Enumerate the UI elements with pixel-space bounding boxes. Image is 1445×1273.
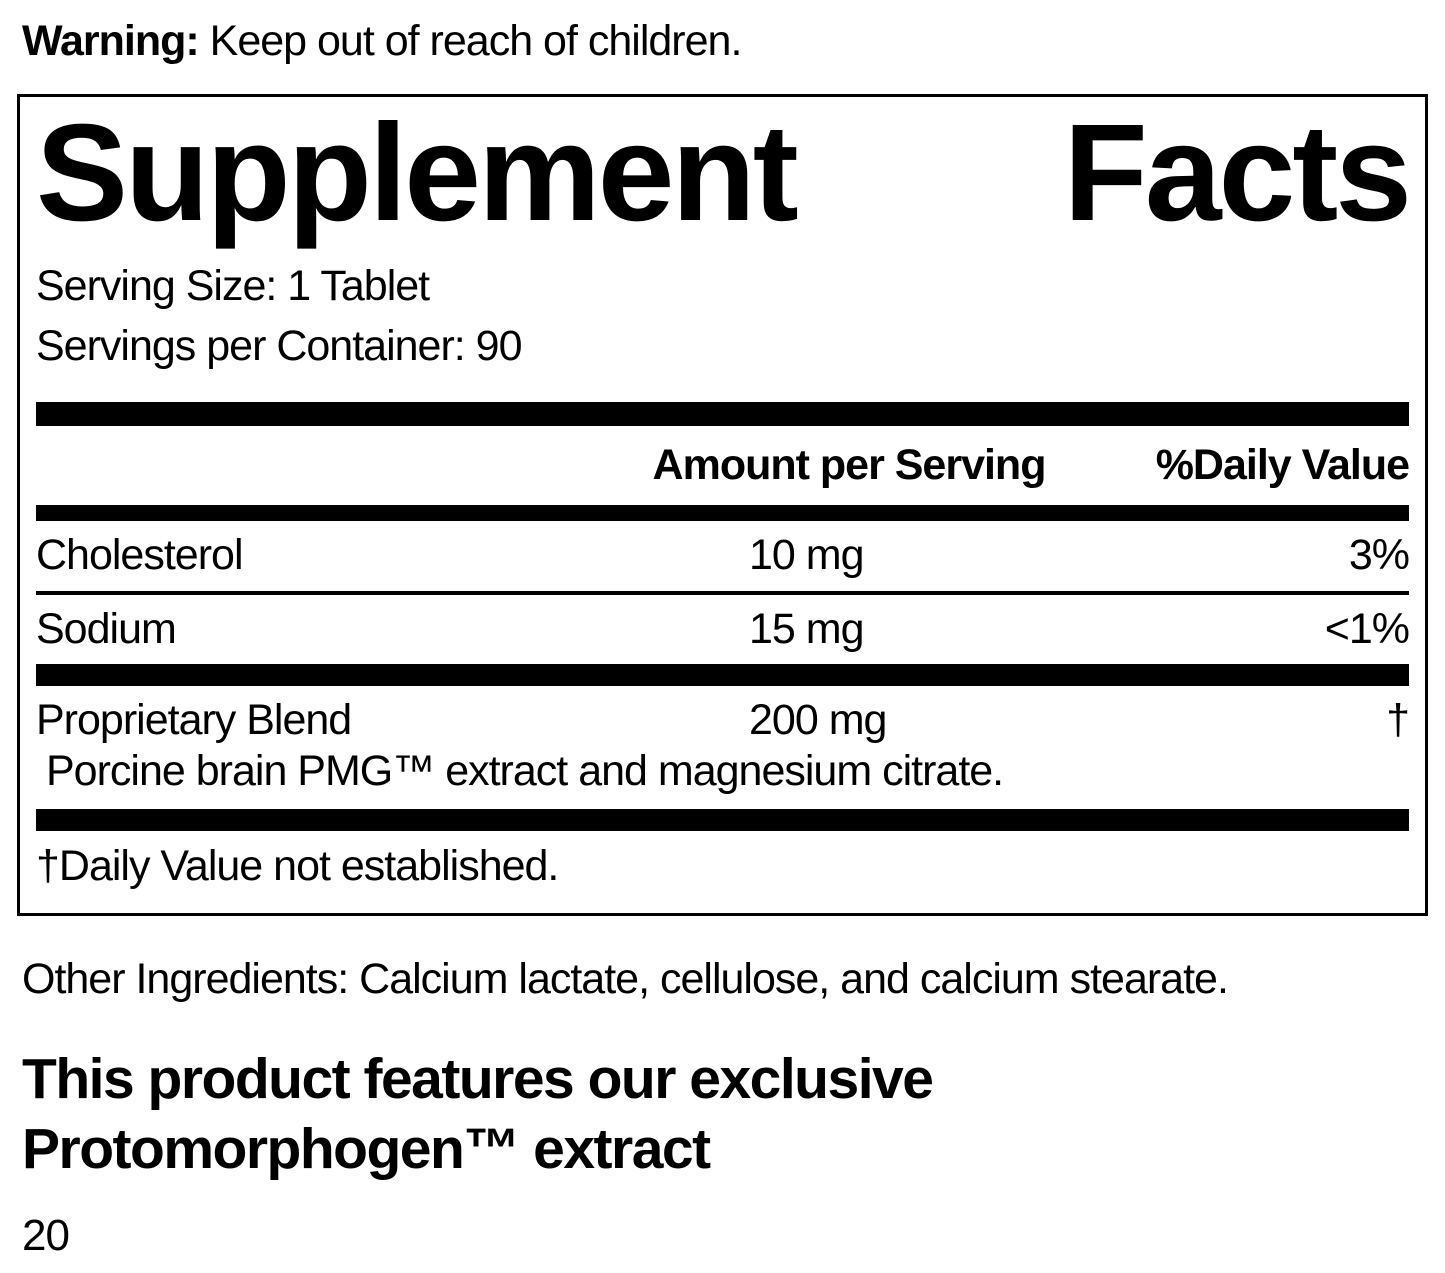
divider-bar-medium: [36, 505, 1409, 522]
column-header-amount: Amount per Serving: [652, 441, 1047, 489]
table-row-sodium: Sodium 15 mg <1%: [36, 595, 1410, 664]
nutrient-amount: 15 mg: [749, 604, 865, 653]
daily-value-footnote: †Daily Value not established.: [36, 842, 559, 891]
nutrient-daily-value: <1%: [1324, 604, 1410, 653]
title-word-facts: Facts: [1063, 95, 1412, 250]
table-row-proprietary-blend: Proprietary Blend 200 mg †: [36, 686, 1410, 746]
servings-per-container: Servings per Container: 90: [36, 321, 523, 370]
nutrient-amount: 10 mg: [749, 531, 865, 580]
warning-label: Warning:: [22, 17, 200, 65]
blend-description: Porcine brain PMG™ extract and magnesium…: [46, 747, 1004, 796]
divider-bar-thick: [36, 809, 1409, 832]
title-word-supplement: Supplement: [36, 95, 799, 250]
table-row-cholesterol: Cholesterol 10 mg 3%: [36, 521, 1410, 590]
serving-size: Serving Size: 1 Tablet: [36, 262, 430, 311]
nutrient-amount: 200 mg: [749, 695, 887, 744]
feature-line-2: Protomorphogen™ extract: [22, 1116, 711, 1181]
nutrient-name: Cholesterol: [36, 531, 244, 580]
nutrient-daily-value: †: [1386, 695, 1410, 744]
page-number: 20: [22, 1211, 70, 1261]
warning-message: Keep out of reach of children.: [198, 17, 743, 65]
supplement-facts-title: Supplement Facts: [36, 95, 1412, 250]
warning-text: Warning: Keep out of reach of children.: [17, 16, 1428, 68]
divider-bar-thick: [36, 402, 1409, 426]
nutrient-name: Sodium: [36, 604, 177, 653]
nutrient-daily-value: 3%: [1348, 531, 1410, 580]
table-header-row: Amount per Serving %Daily Value: [36, 426, 1410, 505]
column-header-daily-value: %Daily Value: [1155, 441, 1410, 489]
nutrient-name: Proprietary Blend: [36, 695, 352, 744]
divider-bar-thick: [36, 663, 1409, 686]
other-ingredients: Other Ingredients: Calcium lactate, cell…: [22, 954, 1229, 1003]
feature-statement: This product features our exclusive Prot…: [17, 1045, 1428, 1184]
supplement-facts-panel: Supplement Facts Serving Size: 1 Tablet …: [17, 93, 1428, 916]
feature-line-1: This product features our exclusive: [22, 1047, 934, 1112]
row-divider-line: [36, 590, 1409, 595]
